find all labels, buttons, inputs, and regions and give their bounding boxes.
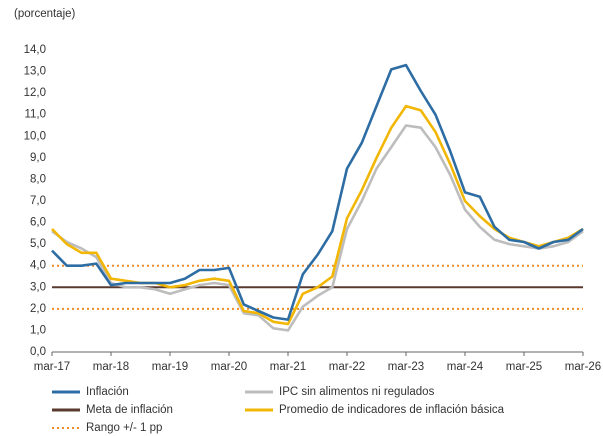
y-tick-label: 4,0	[30, 260, 46, 272]
x-tick-label: mar-21	[270, 361, 306, 373]
x-tick-label: mar-18	[93, 361, 129, 373]
x-tick-label: mar-17	[34, 361, 70, 373]
y-tick-label: 11,0	[24, 109, 46, 121]
y-tick-label: 9,0	[30, 152, 46, 164]
y-tick-label: 12,0	[24, 87, 46, 99]
series-line	[51, 63, 584, 321]
x-tick-label: mar-20	[211, 361, 247, 373]
x-tick-label: mar-24	[447, 361, 484, 373]
y-tick-label: 10,0	[24, 130, 46, 142]
legend-label: Rango +/- 1 pp	[86, 422, 162, 434]
y-tick-label: 0,0	[30, 346, 46, 358]
chart-subtitle: (porcentaje)	[14, 8, 76, 20]
y-tick-label: 13,0	[24, 66, 46, 78]
y-tick-label: 7,0	[30, 195, 46, 207]
y-tick-label: 2,0	[30, 303, 46, 315]
legend-label: Meta de inflación	[86, 404, 173, 416]
y-tick-label: 3,0	[30, 281, 46, 293]
x-tick-label: mar-19	[152, 361, 188, 373]
y-tick-label: 6,0	[30, 217, 46, 229]
x-tick-label: mar-22	[329, 361, 365, 373]
x-tick-label: mar-26	[565, 361, 601, 373]
series-line	[51, 104, 584, 326]
x-tick-label: mar-25	[506, 361, 542, 373]
legend-label: IPC sin alimentos ni regulados	[279, 386, 435, 398]
y-tick-label: 5,0	[30, 238, 46, 250]
y-tick-label: 1,0	[30, 324, 46, 336]
legend-label: Promedio de indicadores de inflación bás…	[279, 404, 505, 416]
y-tick-label: 8,0	[30, 173, 46, 185]
x-tick-label: mar-23	[388, 361, 424, 373]
series-line	[51, 124, 584, 332]
y-tick-label: 14,0	[24, 44, 46, 56]
legend-label: Inflación	[86, 386, 129, 398]
